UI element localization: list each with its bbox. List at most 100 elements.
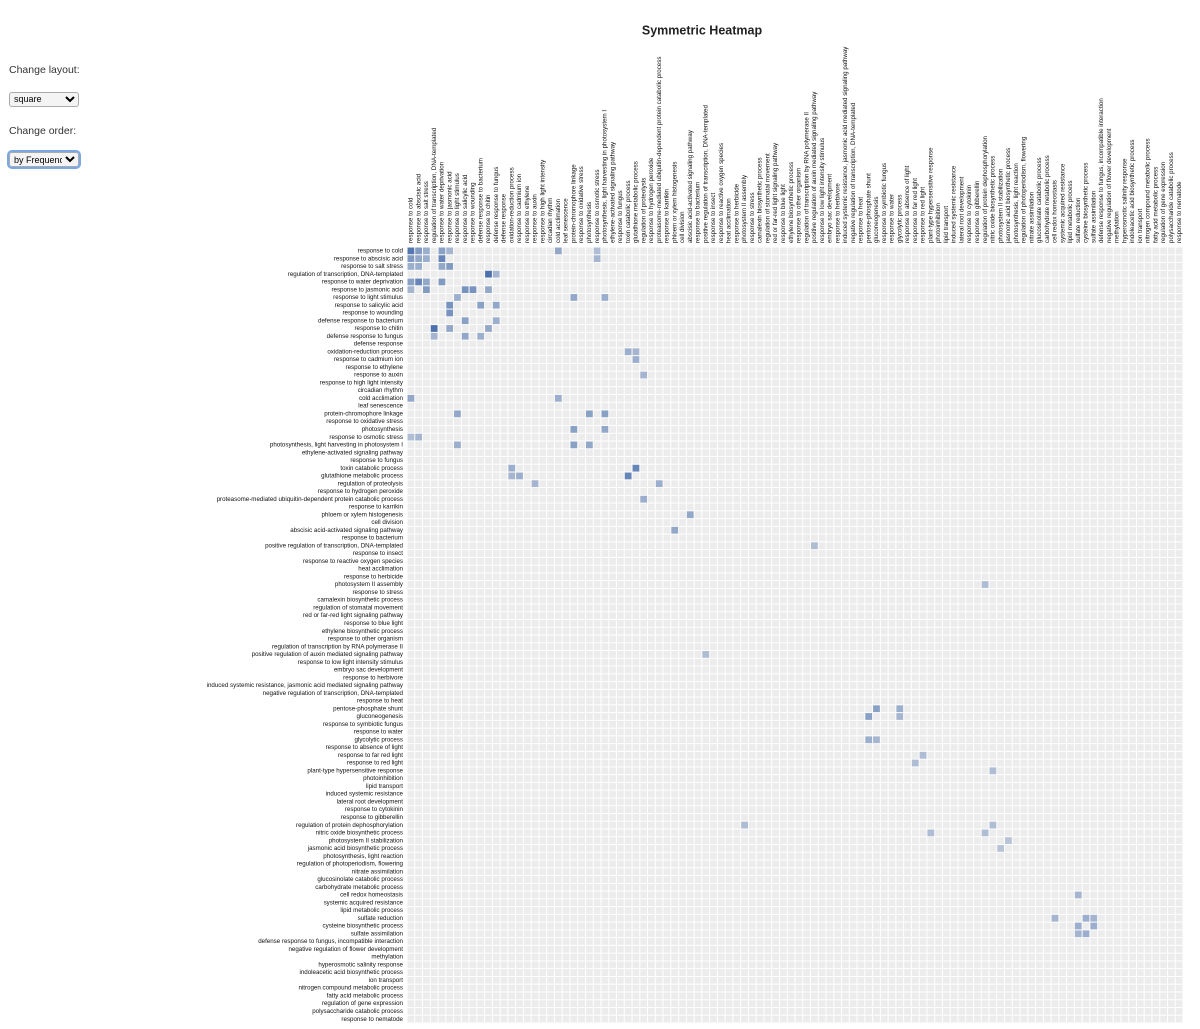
row-label: photosystem II stabilization [329, 837, 404, 844]
column-label: oxidation-reduction process [508, 167, 515, 243]
column-label: response to other organism [796, 168, 803, 243]
column-label: response to wounding [470, 182, 477, 243]
row-label: defense response to fungus, incompatible… [258, 938, 403, 945]
row-label: negative regulation of transcription, DN… [263, 690, 404, 697]
column-label: response to reactive oxygen species [718, 143, 725, 243]
row-label: carbohydrate metabolic process [315, 884, 403, 891]
column-label: photosystem II stabilization [997, 168, 1004, 243]
row-label: pentose-phosphate shunt [333, 705, 403, 712]
heatmap-cell [461, 286, 469, 294]
column-label: abscisic acid-activated signaling pathwa… [687, 129, 694, 243]
row-label: cold acclimation [359, 395, 404, 402]
column-label: regulation of proteolysis [640, 178, 647, 243]
row-label: fatty acid metabolic process [327, 992, 403, 999]
column-label: red or far-red light signaling pathway [772, 142, 779, 243]
heatmap-cell [873, 705, 880, 713]
row-label: regulation of photoperiodism, flowering [297, 861, 404, 868]
order-select[interactable]: by Frequency [7, 150, 81, 169]
heatmap-cell [423, 278, 430, 286]
row-label: defense response to fungus [327, 333, 403, 340]
row-label: phloem or xylem histogenesis [321, 511, 403, 518]
heatmap-cell [601, 410, 609, 418]
column-label: regulation of protein dephosphorylation [982, 135, 989, 243]
row-label: response to herbicide [344, 573, 404, 580]
column-label: glucosinolate catabolic process [1036, 157, 1043, 243]
row-label: response to gibberellin [341, 814, 404, 821]
row-label: response to stress [352, 589, 403, 596]
row-label: camalexin biosynthetic process [317, 597, 403, 604]
column-label: pentose-phosphate shunt [865, 173, 872, 243]
row-label: response to oxidative stress [326, 418, 403, 425]
row-label: regulation of protein dephosphorylation [296, 822, 404, 829]
column-label: response to nematode [1176, 181, 1183, 243]
layout-select[interactable]: square [9, 91, 79, 107]
heatmap-cell [873, 736, 880, 744]
row-label: response to heat [357, 698, 403, 705]
row-label: protein-chromophore linkage [324, 410, 403, 417]
row-label: cell division [371, 519, 403, 526]
heatmap-cell [624, 472, 632, 480]
column-label: fatty acid metabolic process [1152, 167, 1159, 243]
heatmap-cell [896, 713, 904, 720]
row-label: response to blue light [344, 620, 403, 627]
heatmap-cell [1005, 837, 1012, 845]
row-label: jasmonic acid biosynthetic process [307, 845, 403, 852]
row-label: response to absence of light [326, 744, 404, 751]
column-label: response to heat [858, 197, 865, 243]
heatmap-cell [469, 286, 477, 294]
column-label: glutathione metabolic process [633, 161, 640, 243]
column-label: polysaccharide catabolic process [1168, 152, 1175, 243]
column-label: sulfate reduction [1075, 197, 1082, 243]
heatmap-cell [415, 263, 423, 270]
column-label: response to ethylene [524, 185, 531, 243]
heatmap-cell [640, 495, 648, 503]
row-label: lipid metabolic process [340, 907, 403, 914]
row-label: response to water [354, 729, 403, 736]
heatmap-cell [585, 410, 593, 418]
heatmap-cell [896, 705, 904, 713]
column-label: response to cold [408, 197, 415, 243]
column-label: nitrate assimilation [1028, 191, 1035, 243]
heatmap-cell [461, 317, 469, 325]
row-label: positive regulation of transcription, DN… [265, 542, 403, 549]
row-label: photosystem II assembly [335, 581, 404, 588]
row-label: response to ethylene [346, 364, 404, 371]
heatmap-cell [516, 472, 523, 480]
row-label: plant-type hypersensitive response [307, 767, 403, 774]
heatmap-cell [865, 713, 873, 720]
column-label: response to absence of light [904, 165, 911, 243]
heatmap-cell [1082, 930, 1090, 938]
heatmap-cell [632, 348, 640, 356]
column-label: heat acclimation [726, 198, 733, 243]
row-label: regulation of gene expression [322, 1000, 404, 1007]
row-label: induced systemic resistance, jasmonic ac… [207, 682, 404, 689]
row-label: response to fungus [350, 457, 403, 464]
column-label: negative regulation of transcription, DN… [850, 102, 857, 243]
row-label: response to jasmonic acid [331, 286, 403, 293]
heatmap-cell [454, 294, 461, 301]
column-label: negative regulation of flower developmen… [1106, 128, 1113, 243]
heatmap-cell [911, 759, 919, 767]
heatmap-cell [554, 247, 562, 255]
heatmap-cell [407, 278, 415, 286]
heatmap-cell [989, 767, 997, 775]
column-label: response to light stimulus [454, 173, 461, 243]
heatmap-cell [624, 348, 632, 356]
heatmap-cell [865, 736, 873, 744]
heatmap-cell [570, 294, 578, 301]
column-label: induced systemic resistance, jasmonic ac… [842, 46, 849, 243]
heatmap-cell [632, 464, 640, 472]
row-label: positive regulation of auxin mediated si… [252, 651, 404, 658]
row-label: ethylene-activated signaling pathway [302, 449, 404, 456]
heatmap-cell [601, 294, 609, 301]
row-label: response to other organism [328, 636, 403, 643]
row-label: methylation [371, 954, 403, 961]
column-label: protein-chromophore linkage [570, 164, 577, 243]
column-label: nitrogen compound metabolic process [1145, 138, 1152, 243]
heatmap-cell [454, 441, 461, 449]
column-label: response to cadmium ion [516, 173, 523, 243]
row-label: polysaccharide catabolic process [312, 1008, 403, 1015]
row-label: response to cytokinin [345, 806, 404, 813]
column-label: response to jasmonic acid [446, 171, 453, 243]
